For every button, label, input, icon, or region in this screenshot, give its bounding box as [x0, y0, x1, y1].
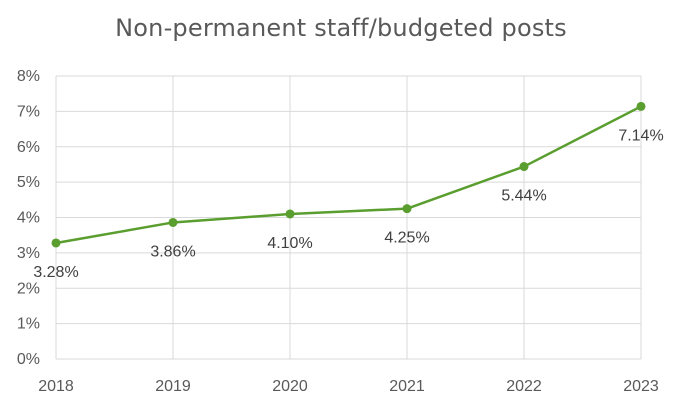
x-tick-label: 2020 — [272, 378, 308, 395]
y-tick-label: 1% — [17, 316, 40, 333]
data-point — [285, 209, 295, 219]
x-tick-label: 2023 — [623, 378, 659, 395]
data-point — [168, 217, 178, 227]
series-line — [55, 105, 642, 245]
y-tick-label: 8% — [17, 68, 40, 85]
data-point — [402, 204, 412, 214]
data-point — [519, 162, 529, 172]
y-tick-label: 6% — [17, 139, 40, 156]
data-label: 4.25% — [384, 230, 429, 247]
x-tick-label: 2019 — [155, 378, 191, 395]
x-tick-label: 2018 — [38, 378, 74, 395]
data-point — [636, 101, 646, 111]
x-tick-label: 2021 — [389, 378, 425, 395]
y-tick-label: 3% — [17, 245, 40, 262]
x-tick-label: 2022 — [506, 378, 542, 395]
data-label: 5.44% — [501, 188, 546, 205]
y-tick-label: 0% — [17, 351, 40, 368]
data-label: 7.14% — [618, 127, 663, 144]
y-tick-label: 4% — [17, 210, 40, 227]
y-tick-label: 7% — [17, 103, 40, 120]
data-label: 4.10% — [267, 235, 312, 252]
data-label: 3.28% — [33, 264, 78, 281]
y-tick-label: 2% — [17, 280, 40, 297]
data-point — [51, 238, 61, 248]
chart-title: Non-permanent staff/budgeted posts — [115, 14, 567, 42]
data-label: 3.86% — [150, 243, 195, 260]
y-tick-label: 5% — [17, 174, 40, 191]
